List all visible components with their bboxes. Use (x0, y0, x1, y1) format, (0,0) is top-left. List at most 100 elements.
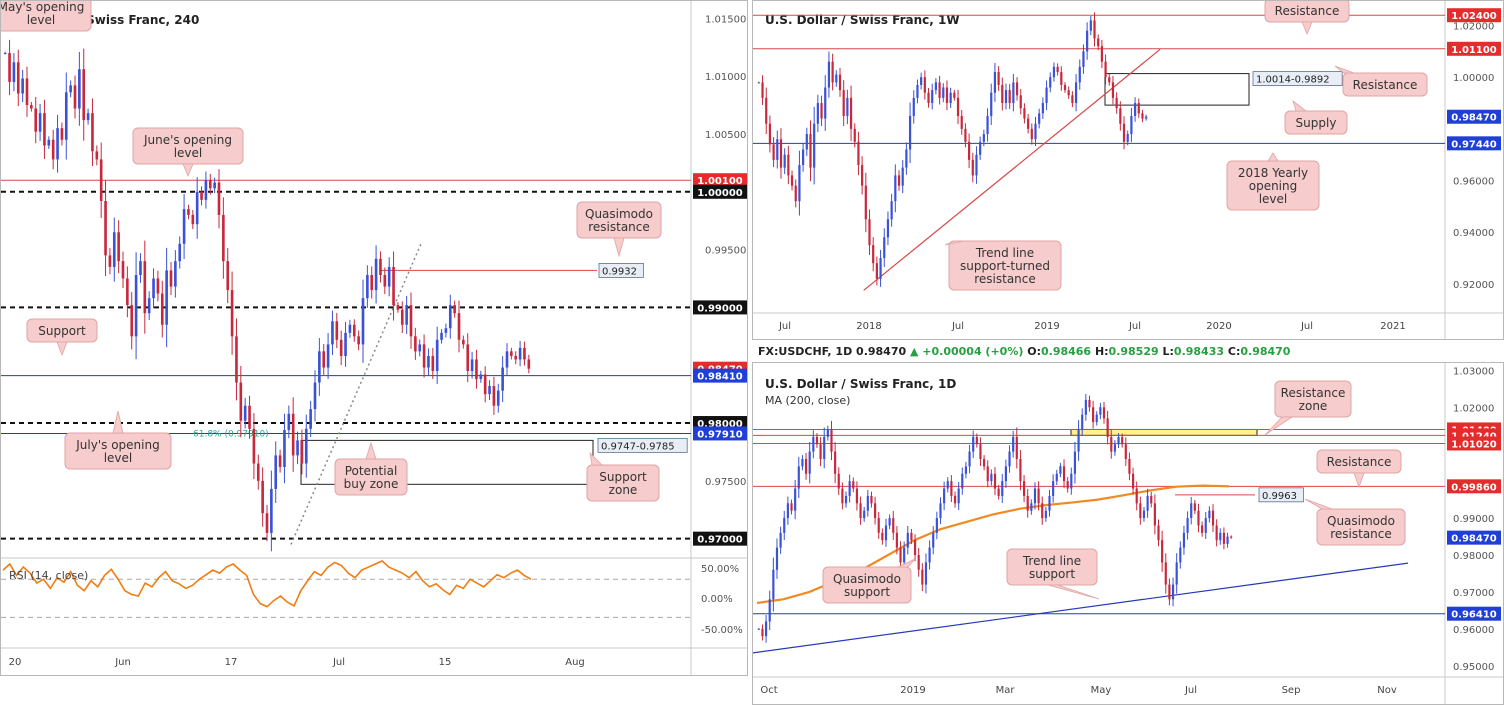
h4-candle (309, 409, 312, 429)
w1-candle (1078, 66, 1081, 83)
weekly-chart-svg[interactable]: 1.02000 1.00000 0.96000 0.94000 0.92000 1.024… (753, 1, 1504, 340)
w1-candle (835, 74, 838, 83)
h4-rsi-label: RSI (14, close) (9, 569, 88, 582)
d1-price-label-bg (1447, 530, 1501, 545)
h4-candle (265, 513, 269, 533)
d1-candle (764, 621, 768, 637)
w1-candle (842, 90, 845, 116)
w1-candle (916, 84, 919, 98)
d1-candle (1128, 459, 1131, 474)
d1-callout-quasimodo-res-text: resistance (1330, 527, 1392, 541)
d1-candle (1044, 510, 1047, 519)
d1-candle (935, 518, 938, 533)
h4-candle (422, 344, 426, 368)
w1-candle (757, 82, 760, 84)
h4-candle (95, 151, 99, 160)
d1-candle (895, 532, 898, 548)
w1-supply-zone (1104, 73, 1250, 106)
d1-candle (1164, 562, 1167, 585)
h4-rsi-line (2, 560, 532, 608)
h4-callout-may-box (1, 1, 92, 32)
w1-candle (886, 219, 890, 238)
w1-candle (1041, 103, 1044, 114)
w1-price-label-bg (1447, 109, 1501, 124)
h4-candle (379, 258, 382, 276)
daily-chart-svg[interactable]: 1.03000 1.02000 0.99000 0.98000 0.97000 0.960… (753, 363, 1504, 705)
h4-chart-panel[interactable]: .S. Dollar / Swiss Franc, 240 1.01500 1.0… (0, 0, 748, 676)
w1-candle (901, 167, 904, 186)
d1-candle (863, 510, 866, 519)
h4-candle (457, 313, 461, 340)
d1-candle (990, 473, 993, 482)
w1-candle (1012, 82, 1015, 104)
h4-candle (239, 382, 243, 421)
w1-candle (1074, 82, 1078, 104)
w1-candle (1082, 51, 1085, 67)
h4-candle (518, 347, 522, 360)
d1-candle (1110, 436, 1113, 452)
w1-candle (971, 159, 974, 176)
d1-candle (1117, 436, 1120, 445)
d1-candle (1095, 414, 1098, 423)
h4-level-label-bg (693, 531, 747, 546)
d1-level-label: 0.99860 (1451, 482, 1497, 493)
daily-chart-panel[interactable]: U.S. Dollar / Swiss Franc, 1D MA (200, c… (752, 362, 1504, 705)
h4-x-tick: Jul (332, 657, 345, 668)
h4-candle (60, 128, 64, 140)
w1-y-tick: 0.92000 (1453, 280, 1494, 291)
w1-candle (1108, 77, 1111, 83)
d1-candle (983, 459, 986, 467)
d1-candle (939, 503, 942, 519)
d1-candle (903, 547, 906, 563)
w1-candle (1104, 61, 1107, 78)
h4-candle (86, 113, 90, 121)
d1-candle (1150, 495, 1153, 504)
h4-candle (139, 261, 142, 276)
h4-rsi-tick: 0.00% (701, 594, 733, 605)
d1-candle (1073, 451, 1077, 474)
w1-candle (813, 123, 816, 168)
h4-candle (488, 386, 491, 395)
weekly-chart-panel[interactable]: U.S. Dollar / Swiss Franc, 1W 1.02000 1.0… (752, 0, 1504, 340)
w1-candle (1071, 95, 1074, 104)
d1-candle (932, 532, 935, 548)
h4-level-label: 0.97000 (697, 535, 743, 546)
w1-candle (931, 90, 934, 104)
w1-candle (864, 185, 867, 220)
d1-resistance-zone (1070, 428, 1258, 436)
d1-x-tick: 2019 (900, 685, 925, 696)
h4-candle (108, 255, 112, 267)
d1-candle (1175, 562, 1178, 585)
w1-candle (1056, 66, 1059, 73)
w1-candle (1133, 103, 1137, 116)
d1-candle (928, 547, 931, 563)
w1-candle (953, 92, 956, 98)
w1-y-tick: 0.94000 (1453, 228, 1494, 239)
daily-ma-label: MA (200, close) (765, 394, 851, 407)
d1-candle (1211, 510, 1215, 526)
d1-quasimodo-label-bg (1258, 487, 1304, 503)
h4-callout-july-text: level (104, 451, 133, 465)
h4-callout-support-text: Support (38, 324, 86, 338)
h4-candle (274, 455, 278, 489)
h4-chart-svg[interactable]: 1.01500 1.01000 1.00500 0.99500 0.97500 1.001… (1, 1, 748, 676)
d1-candle (899, 547, 902, 563)
h4-fib-line (290, 243, 422, 545)
w1-pointer-supply (1292, 99, 1308, 112)
w1-candle (890, 201, 893, 220)
d1-candle (1193, 503, 1196, 511)
d1-candle (1062, 466, 1066, 482)
d1-candle (1197, 510, 1200, 526)
h4-callout-buy-text: buy zone (344, 477, 399, 491)
h4-x-tick: 20 (9, 657, 22, 668)
h4-candle (99, 159, 103, 202)
h4-candle (270, 488, 273, 533)
w1-x-tick: 2018 (856, 321, 881, 332)
d1-candle (881, 532, 884, 541)
w1-candle (824, 87, 827, 119)
d1-pointer-res-zone (1264, 416, 1294, 436)
d1-candle (1008, 451, 1011, 467)
d1-level-label-bg (1447, 436, 1501, 451)
d1-candle (1088, 399, 1091, 408)
w1-x-tick: 2020 (1206, 321, 1231, 332)
